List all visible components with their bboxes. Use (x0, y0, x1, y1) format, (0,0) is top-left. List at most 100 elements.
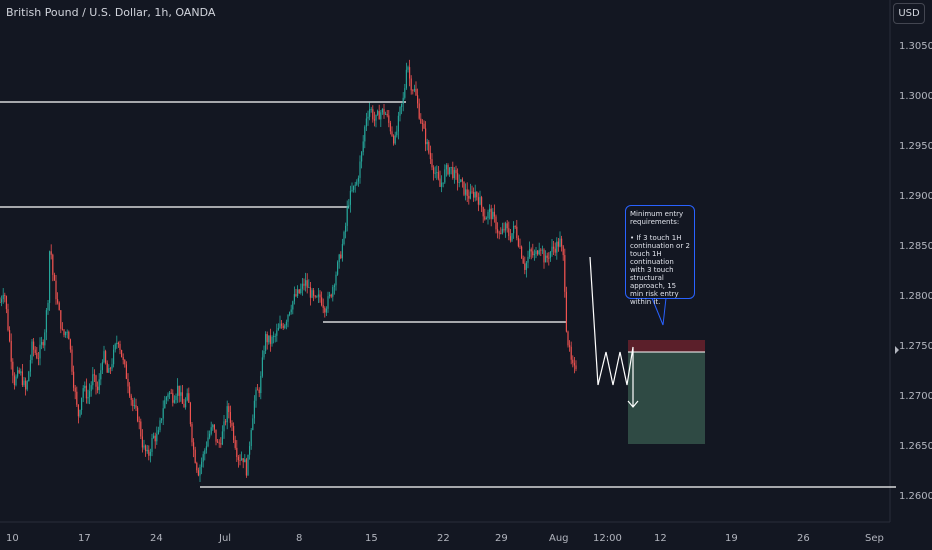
candle-body (116, 342, 118, 345)
candle-body (66, 331, 68, 333)
projection-path (589, 256, 634, 407)
candle-body (172, 393, 174, 403)
candle-body (89, 391, 91, 398)
currency-button[interactable]: USD (893, 3, 925, 24)
candle-body (530, 249, 532, 252)
entry-requirements-note[interactable]: Minimum entry requirements: • If 3 touch… (625, 205, 695, 306)
candle-body (47, 302, 49, 311)
candle-body (271, 336, 273, 344)
candle-body (133, 405, 135, 407)
candle-body (101, 362, 103, 371)
candle-body (197, 470, 199, 476)
candle-body (479, 197, 481, 205)
candle-body (234, 439, 236, 448)
candle-body (457, 173, 459, 183)
candle-body (521, 246, 523, 259)
candle-body (487, 211, 489, 219)
candle-body (394, 135, 396, 144)
candle-body (52, 254, 54, 275)
candle-body (145, 445, 147, 452)
candle-body (425, 128, 427, 145)
candle-body (141, 436, 143, 448)
candle-body (322, 305, 324, 308)
candle-body (5, 296, 7, 310)
candle-body (191, 424, 193, 443)
candle-body (450, 167, 452, 168)
candle-body (85, 385, 87, 399)
candle-body (473, 192, 475, 198)
candle-body (522, 258, 524, 264)
candle-body (564, 255, 566, 292)
candle-body (378, 111, 380, 120)
candle-body (79, 410, 81, 417)
candle-body (314, 295, 316, 297)
candle-body (321, 297, 323, 306)
candle-body (185, 400, 187, 408)
candle-body (474, 191, 476, 198)
candle-body (353, 185, 355, 190)
candle-body (140, 421, 142, 437)
candle-body (308, 287, 310, 288)
candle-body (33, 341, 35, 350)
candle-body (274, 335, 276, 337)
candle-body (244, 459, 246, 463)
candle-body (287, 314, 289, 322)
candle-body (164, 400, 166, 409)
candle-body (77, 404, 79, 417)
candle-body (12, 361, 14, 376)
candle-body (421, 123, 423, 124)
candle-body (477, 197, 479, 205)
candle-body (306, 280, 308, 288)
candle-body (441, 182, 443, 187)
candle-body (125, 364, 127, 379)
note-heading: Minimum entry requirements: (630, 210, 684, 226)
candle-body (369, 109, 371, 117)
candle-body (541, 249, 543, 251)
candle-body (105, 351, 107, 363)
y-tick-label: 1.30500 (899, 41, 932, 52)
candle-body (561, 238, 563, 247)
candle-body (21, 371, 23, 386)
candle-body (428, 141, 430, 153)
candle-body (295, 294, 297, 296)
candle-body (453, 170, 455, 179)
candle-body (417, 95, 419, 104)
candle-body (529, 249, 531, 257)
candle-body (543, 249, 545, 263)
candle-body (365, 118, 367, 127)
candle-body (505, 223, 507, 231)
x-tick-label: 26 (797, 533, 810, 544)
candle-body (13, 375, 15, 386)
x-tick-label: 22 (437, 533, 450, 544)
candle-body (4, 295, 6, 297)
candle-body (146, 449, 148, 452)
candle-body (444, 169, 446, 183)
take-profit-zone (628, 352, 705, 444)
candle-body (23, 380, 25, 386)
candle-body (57, 299, 59, 303)
candle-body (493, 211, 495, 217)
candle-body (138, 421, 140, 422)
candle-body (157, 430, 159, 434)
candle-body (572, 359, 574, 363)
candle-body (418, 103, 420, 119)
candle-body (188, 393, 190, 403)
candle-body (181, 392, 183, 404)
candle-body (431, 159, 433, 168)
candle-body (170, 392, 172, 394)
candle-body (42, 342, 44, 346)
candle-body (68, 331, 70, 340)
candle-body (362, 141, 364, 153)
note-body: • If 3 touch 1H continuation or 2 touch … (630, 234, 690, 306)
candle-body (221, 431, 223, 445)
candle-body (65, 331, 67, 336)
y-tick-label: 1.26000 (899, 491, 932, 502)
candle-body (372, 109, 374, 120)
candle-body (548, 257, 550, 259)
candle-body (290, 309, 292, 313)
candle-body (562, 246, 564, 256)
candle-body (132, 399, 134, 407)
candle-body (292, 301, 294, 310)
candle-body (69, 339, 71, 350)
